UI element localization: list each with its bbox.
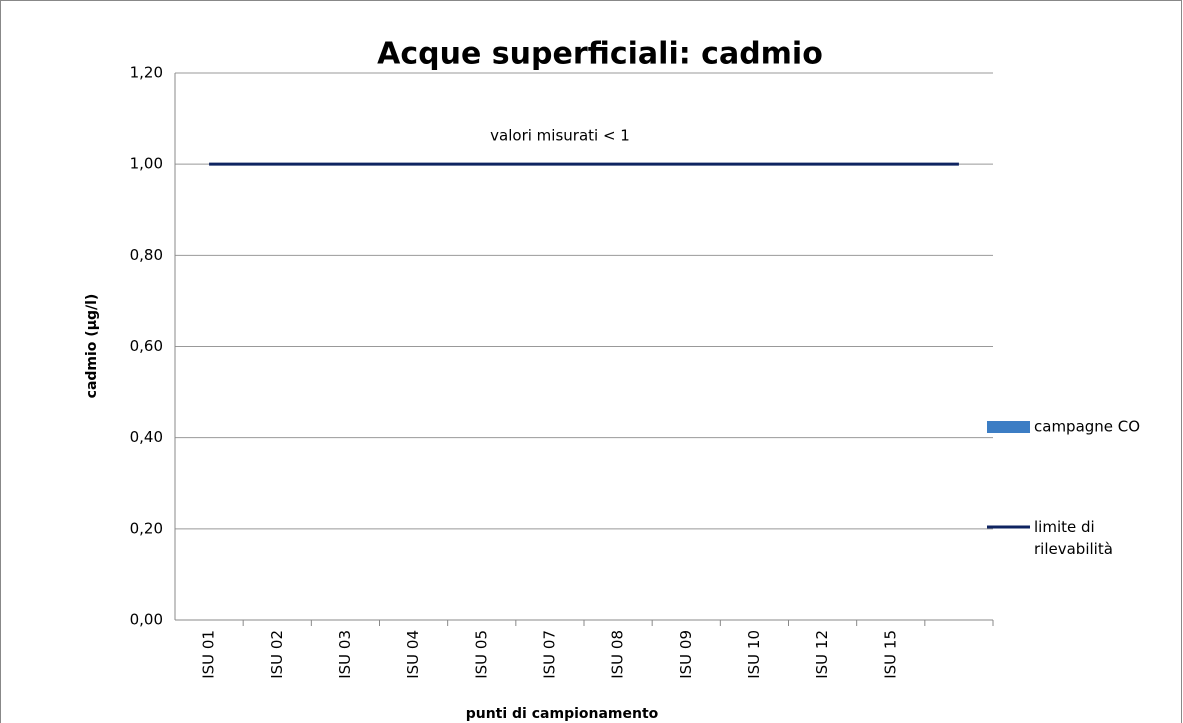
- x-tick-label: ISU 12: [813, 630, 831, 679]
- annotation: valori misurati < 1: [490, 127, 630, 145]
- x-tick-label: ISU 01: [200, 630, 218, 679]
- x-tick-label: ISU 03: [336, 630, 354, 679]
- x-tick-label: ISU 05: [472, 630, 490, 679]
- y-tick-label: 0,60: [130, 337, 163, 355]
- y-tick-label: 0,40: [130, 428, 163, 446]
- x-tick-label: ISU 04: [404, 630, 422, 679]
- y-axis-label: cadmio (µg/l): [84, 294, 100, 399]
- x-tick-label: ISU 02: [268, 630, 286, 679]
- legend-swatch: [987, 421, 1030, 433]
- y-tick-label: 1,20: [130, 64, 163, 82]
- x-tick-label: ISU 08: [609, 630, 627, 679]
- x-tick-label: ISU 10: [745, 630, 763, 679]
- chart-title: Acque superficiali: cadmio: [377, 37, 823, 72]
- y-tick-label: 0,80: [130, 246, 163, 264]
- y-tick-label: 0,00: [130, 611, 163, 629]
- x-tick-label: ISU 09: [677, 630, 695, 679]
- x-tick-label: ISU 07: [540, 630, 558, 679]
- x-tick-label: ISU 15: [881, 630, 899, 679]
- y-tick-label: 0,20: [130, 519, 163, 537]
- legend-label: campagne CO: [1034, 418, 1140, 436]
- y-tick-label: 1,00: [130, 155, 163, 173]
- legend-label: limite di rilevabilità: [1034, 518, 1113, 558]
- x-axis-label: punti di campionamento: [466, 706, 659, 722]
